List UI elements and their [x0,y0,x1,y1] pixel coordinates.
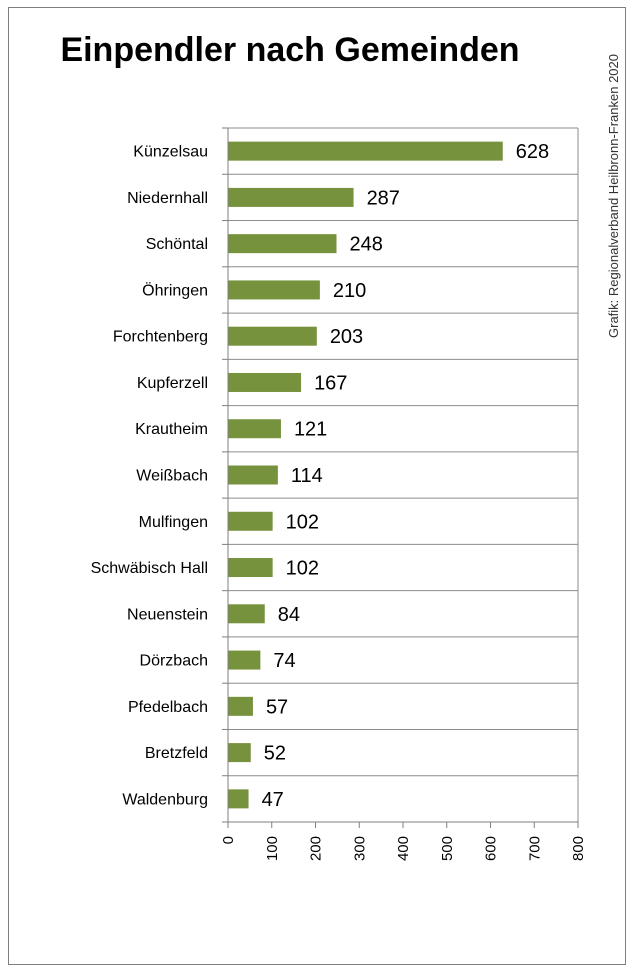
x-tick-label: 800 [570,836,587,861]
bar [228,141,503,161]
value-label: 74 [273,650,295,672]
x-tick-label: 300 [351,836,368,861]
category-label: Weißbach [136,468,208,485]
value-label: 203 [330,326,363,348]
category-label: Bretzfeld [145,745,208,762]
category-label: Pfedelbach [128,699,208,716]
x-tick-label: 400 [395,836,412,861]
bar [228,558,273,578]
value-label: 248 [350,234,383,256]
x-tick-label: 700 [526,836,543,861]
bar [228,465,278,485]
bar [228,696,253,716]
bar [228,234,337,254]
value-label: 84 [278,604,300,626]
bar [228,511,273,531]
category-label: Schöntal [146,236,208,253]
value-label: 628 [516,141,549,163]
category-label: Künzelsau [133,144,208,161]
category-label: Dörzbach [140,653,208,670]
category-label: Neuenstein [127,606,208,623]
value-label: 102 [286,511,319,533]
value-label: 114 [291,465,323,487]
value-label: 167 [314,372,347,394]
value-label: 102 [286,558,319,580]
x-tick-label: 0 [220,836,237,844]
bar [228,604,265,624]
category-label: Öhringen [142,281,208,299]
category-label: Waldenburg [122,791,208,808]
axes [222,127,579,828]
bar [228,372,302,392]
bar [228,187,354,207]
x-tick-label: 600 [483,836,500,861]
bar [228,743,251,763]
category-label: Niedernhall [127,190,208,207]
value-label: 287 [367,187,400,209]
bars [228,141,503,809]
category-label: Forchtenberg [113,329,208,346]
bar [228,419,281,439]
category-label: Mulfingen [139,514,208,531]
category-label: Kupferzell [137,375,208,392]
bar [228,326,317,346]
bar [228,789,249,809]
chart-title: Einpendler nach Gemeinden [60,31,520,69]
x-tick-label: 500 [439,836,456,861]
value-label: 210 [333,280,366,302]
bar [228,650,261,670]
value-label: 52 [264,743,286,765]
x-tick-label: 100 [264,836,281,861]
bar [228,280,320,300]
value-label: 47 [262,789,284,811]
category-label: Schwäbisch Hall [91,560,208,577]
labels: Künzelsau 628 Niedernhall 287 Schöntal 248 Öhr… [91,141,587,861]
value-label: 57 [266,696,288,718]
x-tick-label: 200 [308,836,325,861]
value-label: 121 [294,419,327,441]
chart-frame [8,7,626,965]
category-label: Krautheim [135,421,208,438]
